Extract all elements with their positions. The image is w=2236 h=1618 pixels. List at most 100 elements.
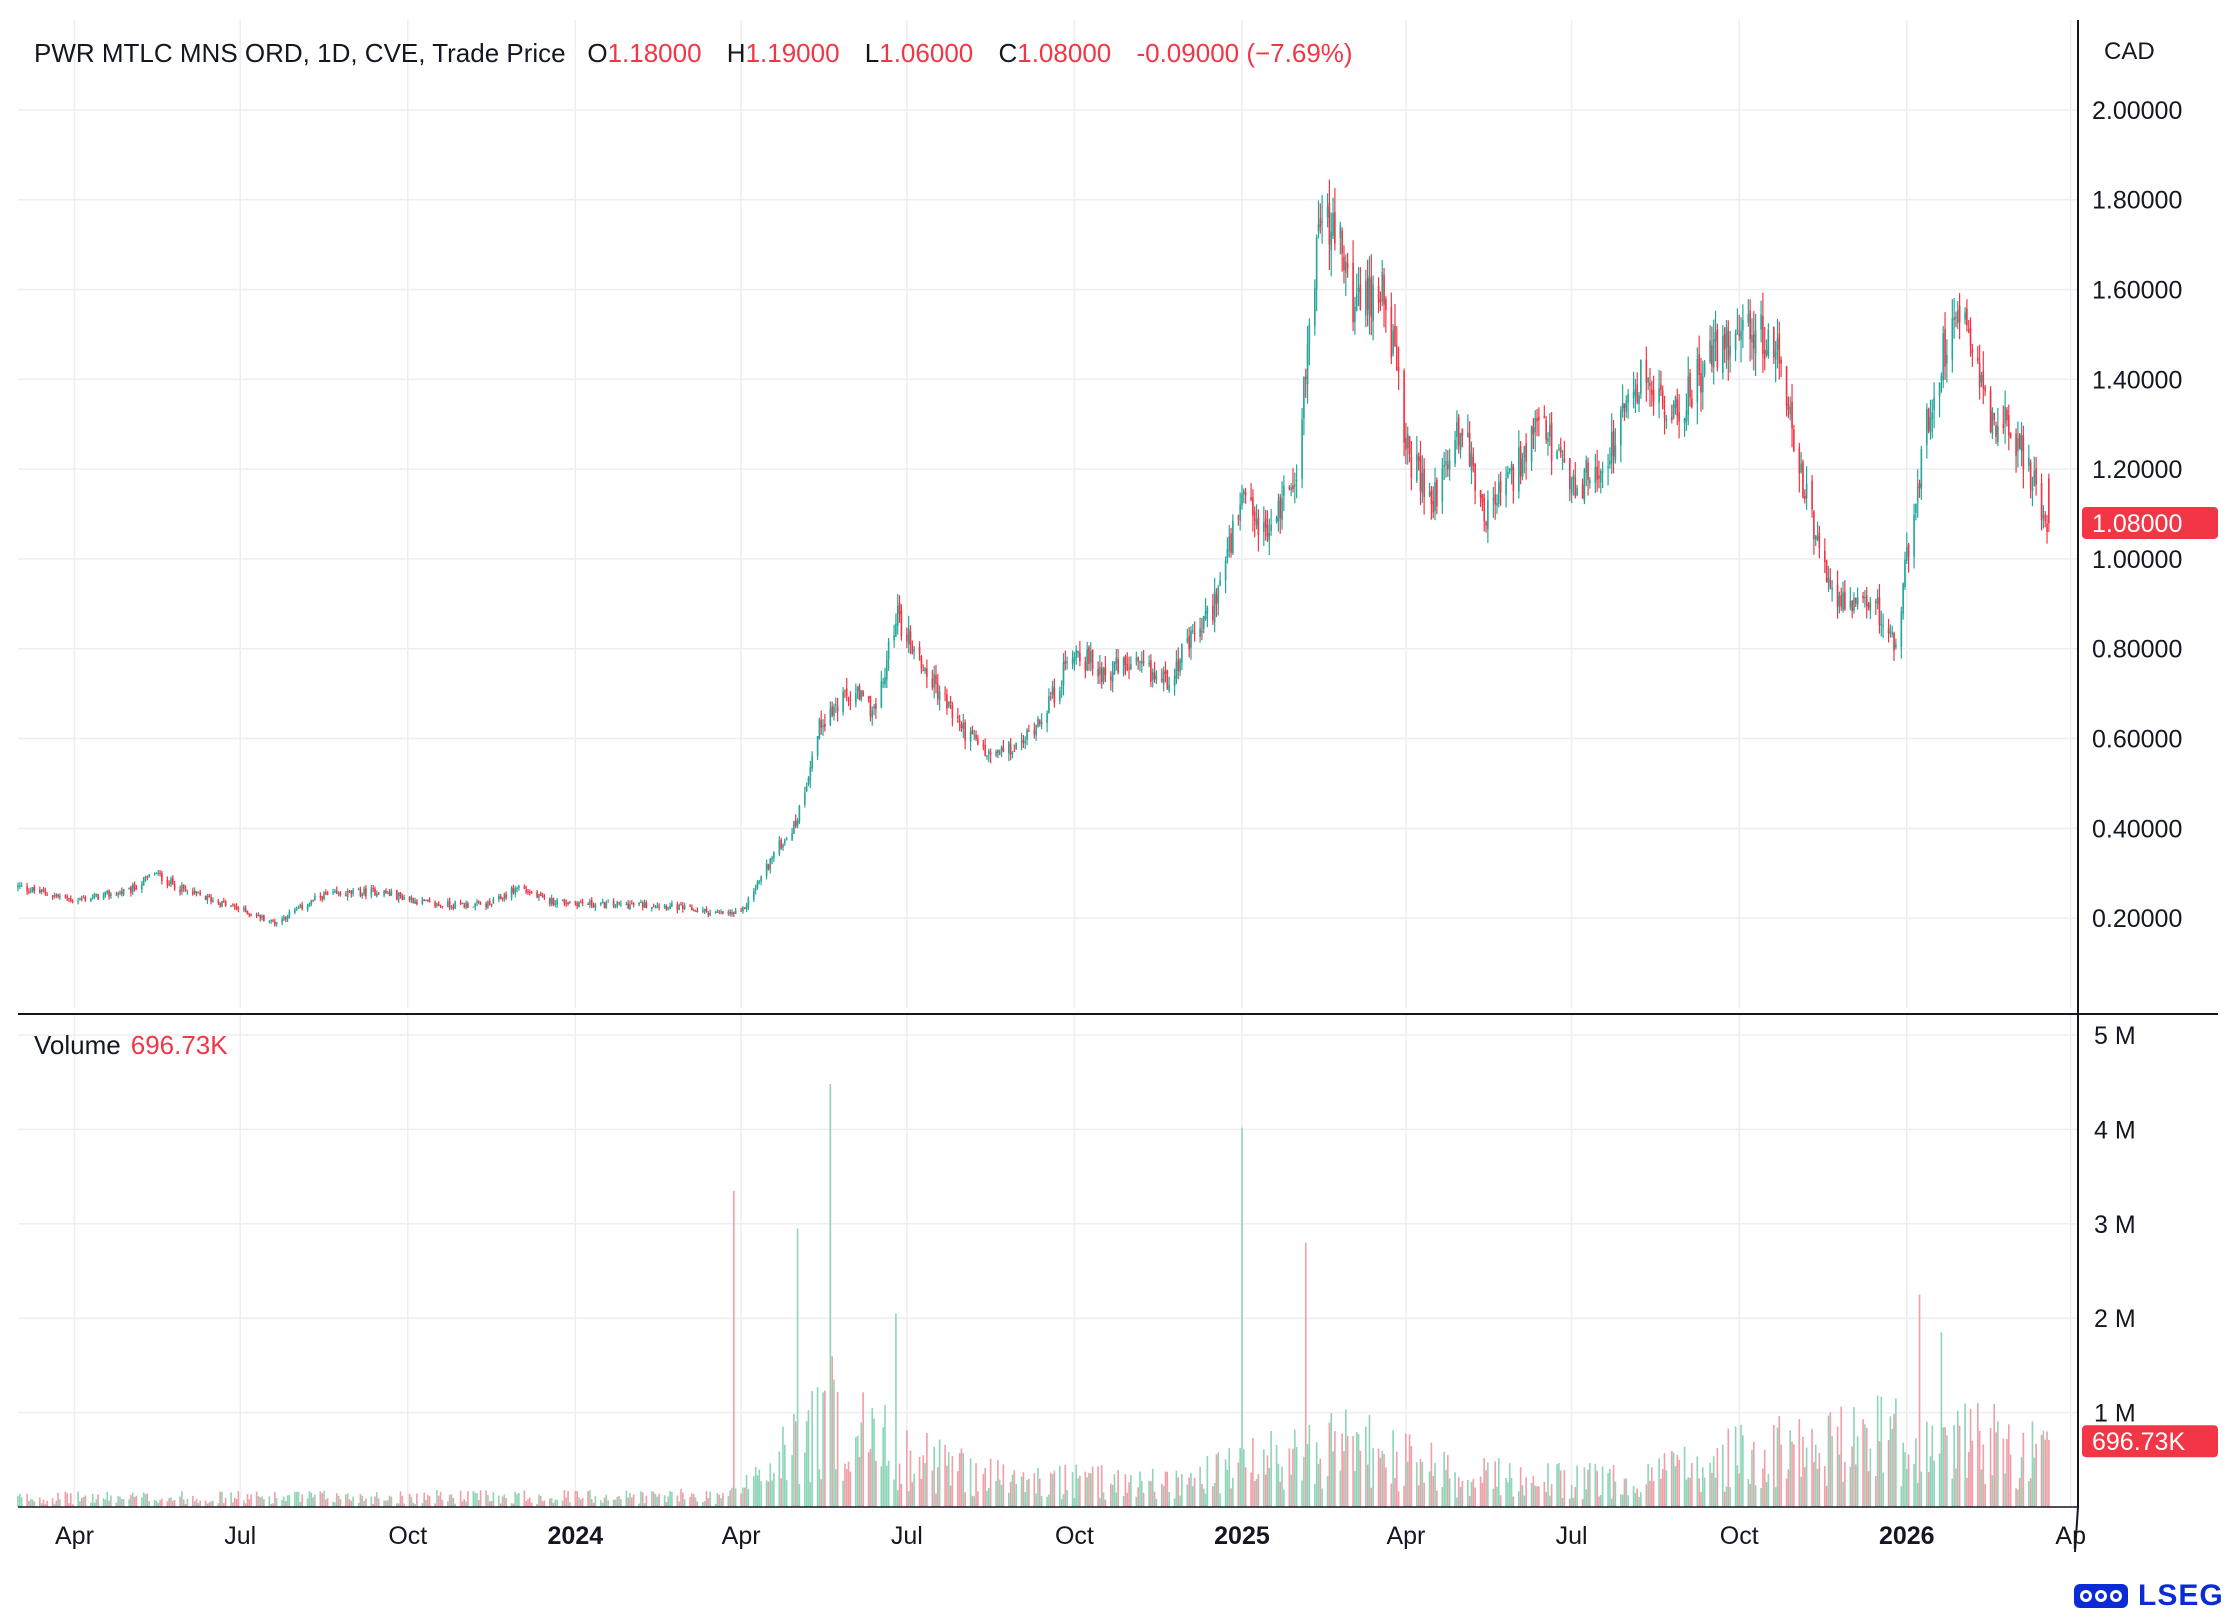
candle-body [1459,433,1462,450]
candle-body [1219,580,1221,586]
time-tick-label: Oct [388,1522,427,1550]
candle-body [893,635,895,641]
volume-bar [794,1421,797,1507]
volume-bar [1814,1444,1817,1507]
candle-body [618,902,620,904]
volume-bar [1547,1463,1549,1507]
candle-body [885,659,888,680]
candle-body [2018,433,2021,450]
volume-bar [1421,1462,1424,1507]
candle-body [1813,511,1815,540]
candle-body [396,890,398,900]
volume-bar [1926,1421,1928,1507]
volume-bar [527,1499,529,1507]
volume-bar [1049,1472,1052,1507]
volume-bar [922,1455,925,1507]
candle-body [1525,443,1527,462]
volume-bar [1505,1478,1507,1507]
candle-body [811,756,813,769]
candle-body [984,744,986,756]
candle-body [1406,433,1409,448]
volume-bar [476,1493,478,1507]
candle-body [1390,306,1393,358]
volume-bar [1461,1480,1464,1507]
volume-bar [1614,1481,1617,1507]
volume-bar [1441,1486,1444,1507]
candle-body [224,901,227,906]
candle-body [1343,256,1345,271]
candle-body [1346,262,1349,269]
candle-body [1239,504,1241,521]
volume-bar [1876,1395,1879,1507]
volume-bar [1303,1456,1305,1507]
volume-bar [1175,1470,1178,1507]
time-tick-label: Apr [55,1522,94,1550]
volume-bar [1202,1488,1205,1507]
volume-bar [1543,1481,1546,1507]
candle-body [39,889,41,893]
candle-body [1499,481,1502,493]
volume-bar [1944,1427,1946,1507]
candle-body [423,900,425,902]
candle-body [2007,415,2010,436]
volume-bar [179,1496,181,1507]
price-tick-label: 0.80000 [2092,636,2182,664]
volume-bar [778,1451,781,1507]
volume-bar [53,1504,56,1507]
volume-bar [984,1467,986,1507]
candle-body [1887,627,1890,633]
candle-body [1638,395,1640,404]
axis-labels: 2.000001.800001.600001.400001.200001.000… [55,97,2218,1550]
candle-body [248,913,251,915]
candle-body [29,890,32,892]
volume-bar [1518,1491,1520,1507]
volume-bar [2046,1431,2048,1507]
volume-bar [982,1474,985,1507]
candle-body [867,696,870,698]
candle-body [1895,644,1897,648]
candle-body [510,887,513,898]
candle-body [141,884,143,889]
candle-body [1762,316,1764,354]
candle-body [1481,494,1484,502]
candle-body [79,898,81,901]
volume-bar [1853,1407,1855,1507]
candle-body [1599,470,1602,483]
volume-bar [1955,1468,1957,1507]
candle-body [399,892,402,896]
volume-bar [386,1500,389,1507]
volume-bar [747,1489,750,1507]
volume-bar [805,1421,808,1507]
volume-bar [1709,1462,1711,1507]
volume-bar [1893,1413,1895,1507]
volume-bar [1434,1462,1436,1507]
candle-body [1915,504,1917,513]
candle-body [40,889,43,893]
candle-body [1020,740,1023,743]
candle-body [1430,490,1433,505]
candle-body [1905,547,1908,561]
volume-bar [412,1502,415,1507]
volume-bar [1281,1466,1283,1507]
candle-body [1749,310,1751,340]
candle-body [250,914,252,916]
candle-body [1640,359,1642,395]
volume-bar [1268,1467,1271,1507]
candle-body [57,894,59,897]
volume-bar [425,1499,427,1507]
volume-bar [2009,1454,2012,1507]
volume-bar [1507,1482,1509,1507]
volume-bar [2044,1439,2047,1507]
candle-body [1332,213,1334,237]
volume-bar [842,1480,844,1507]
volume-bar [26,1493,28,1507]
volume-bar [195,1498,198,1507]
candle-body [259,914,262,919]
volume-bar [1623,1478,1626,1507]
volume-bar [1587,1469,1589,1507]
volume-bar [1905,1468,1908,1507]
volume-bar [1416,1462,1418,1507]
candle-body [155,873,158,875]
candle-body [499,895,502,899]
volume-bar [1878,1441,1881,1507]
